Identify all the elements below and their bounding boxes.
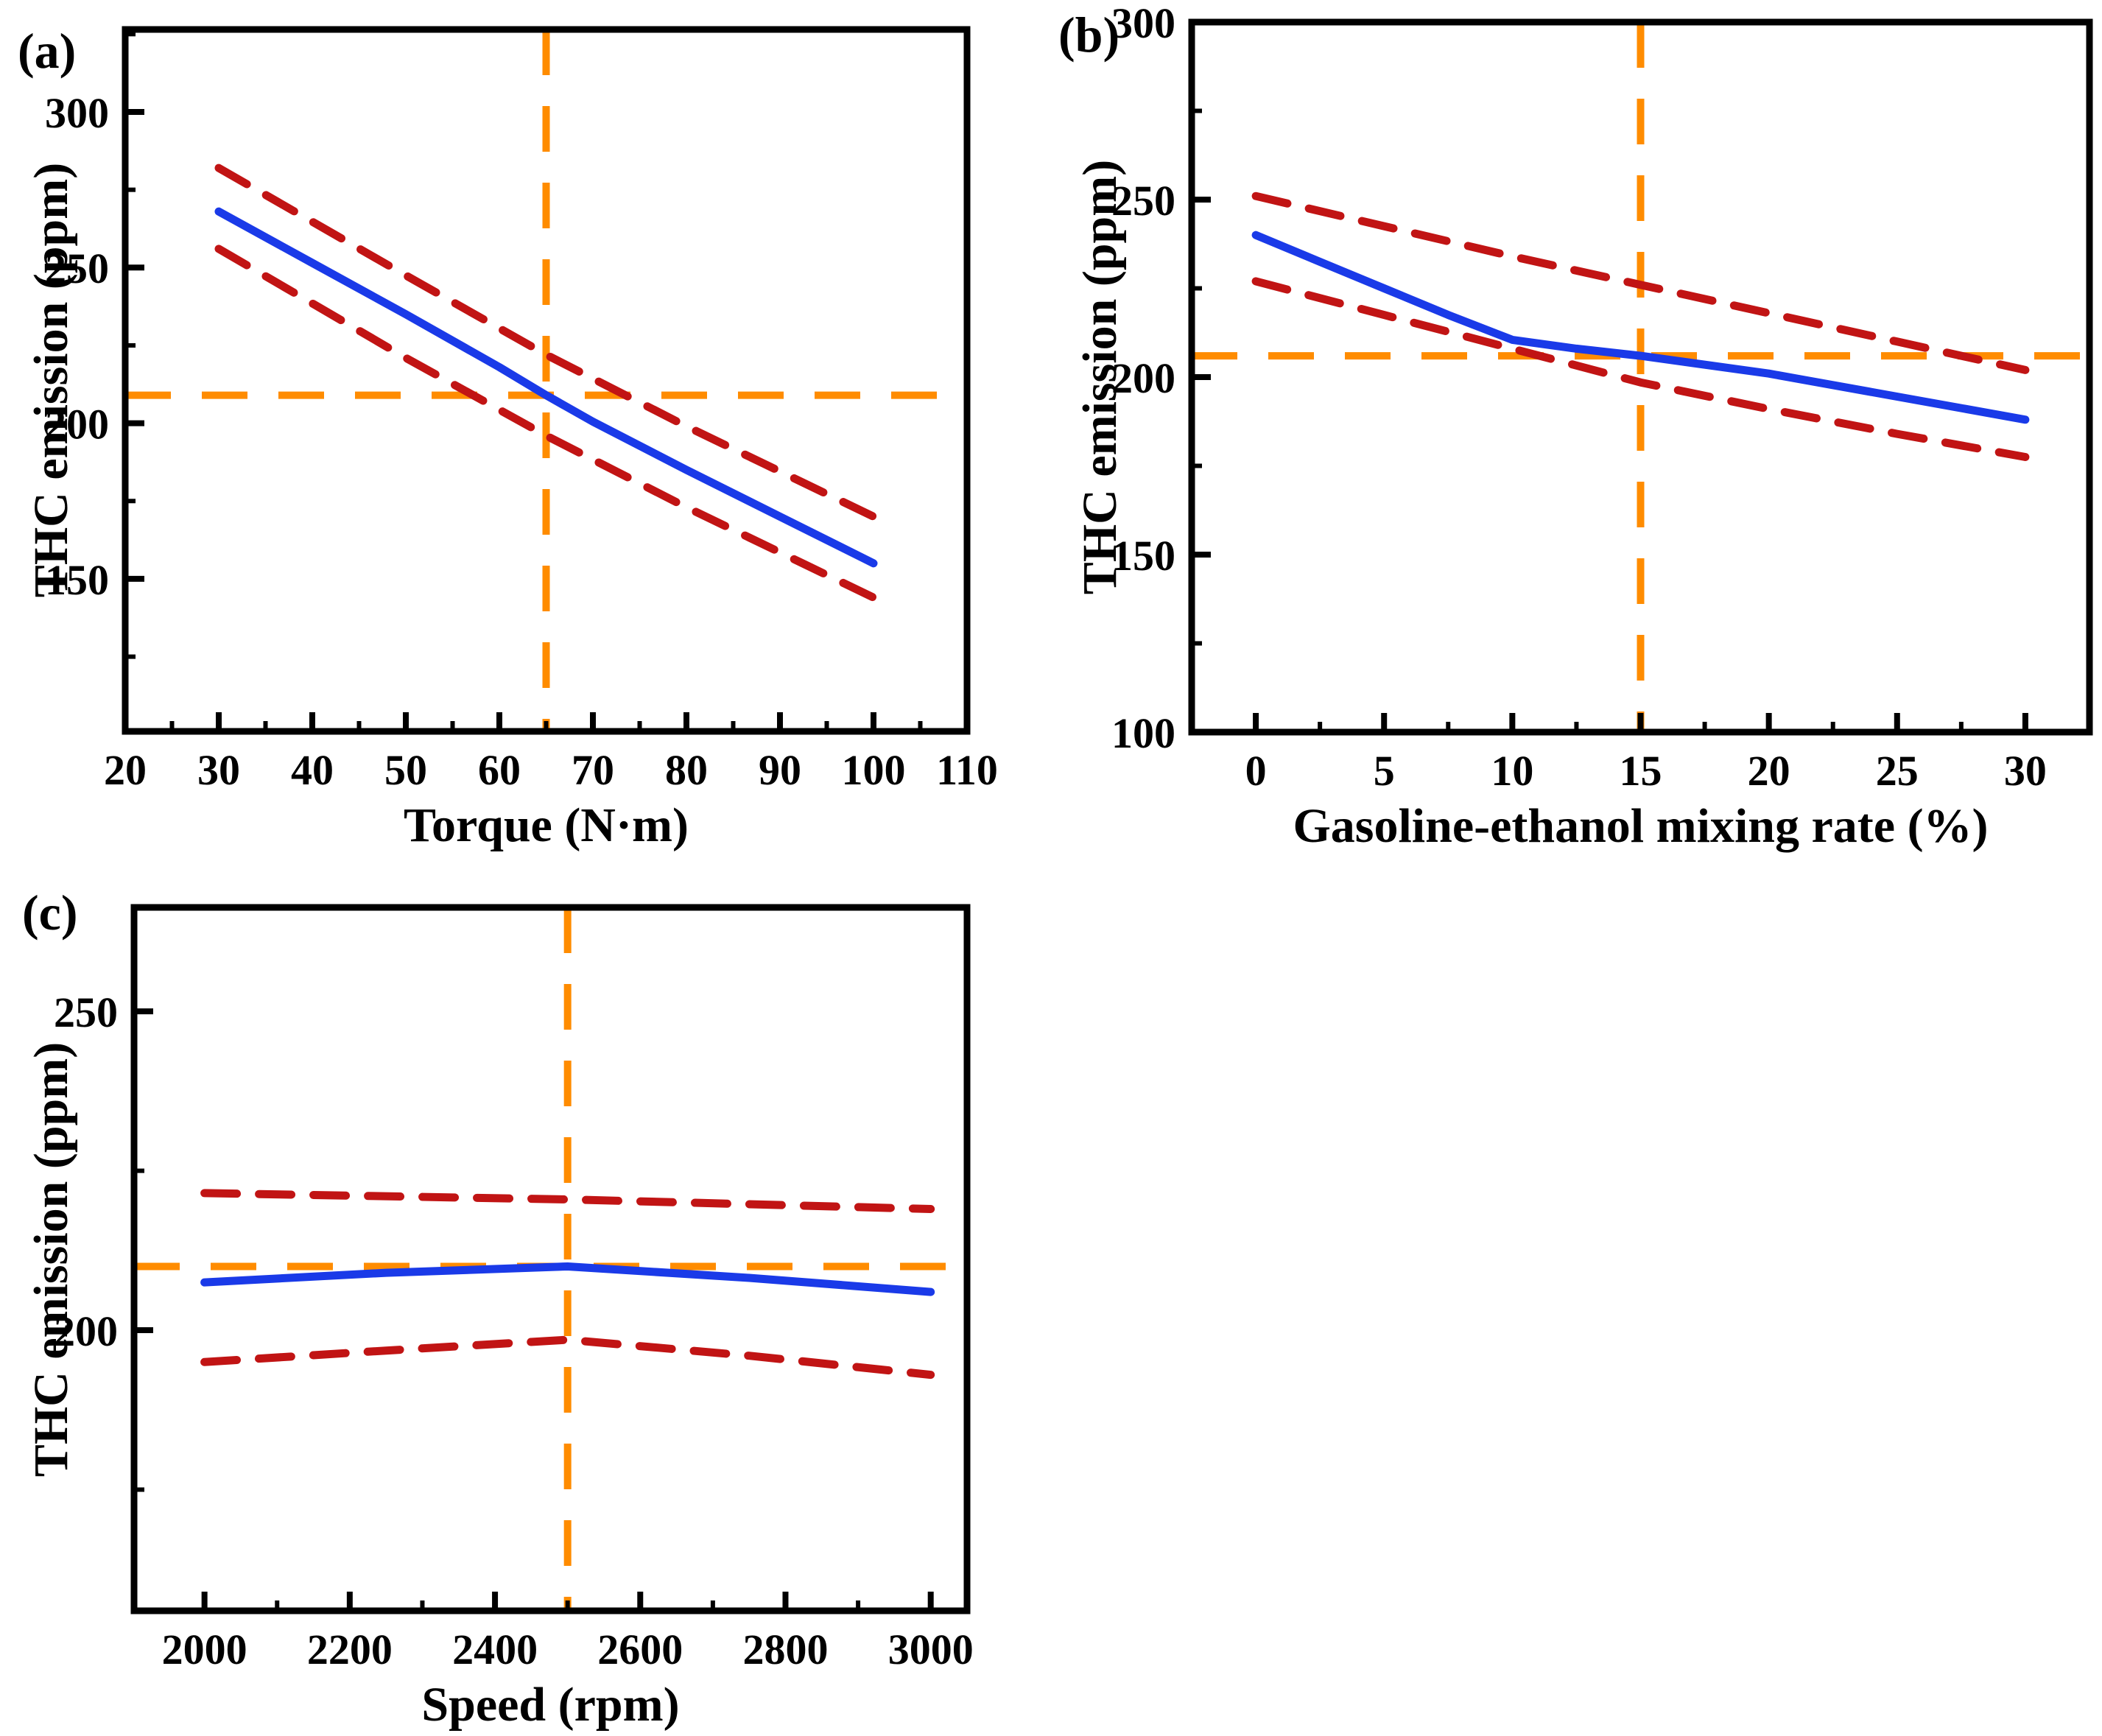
- panel-c-x-tick-label: 3000: [888, 1626, 974, 1673]
- panel-b-y-tick-label: 300: [1111, 0, 1175, 47]
- panel-b-y-tick-label: 250: [1111, 177, 1175, 225]
- panel-a-x-tick-label: 100: [842, 746, 906, 794]
- ylabel-b: THC emission (ppm): [1073, 159, 1127, 595]
- panel-c-y-tick-label: 200: [54, 1307, 118, 1355]
- xlabel-a: Torque (N·m): [404, 798, 689, 852]
- panel-c-predicted-line: [200, 1262, 935, 1296]
- panel-c-axes-box: [130, 904, 971, 1614]
- panel-a-x-tick-label: 40: [291, 746, 334, 794]
- panel-a-x-tick-label: 30: [197, 746, 240, 794]
- panel-b-x-tick-label: 15: [1620, 747, 1662, 795]
- panel-a-y-tick-label: 250: [45, 245, 109, 292]
- panel-a-x-tick-label: 80: [665, 746, 708, 794]
- panel-b: 0 5 10 15 20 25 30 100 150 200 250 300: [1111, 0, 2093, 795]
- ylabel-c: THC emission (ppm): [24, 1041, 78, 1477]
- panel-letter-b: (b): [1058, 7, 1120, 63]
- panel-a-ci-lower-line: [214, 245, 878, 602]
- panel-b-y-tick-label: 100: [1111, 709, 1175, 757]
- panel-a-x-tick-label: 60: [478, 746, 521, 794]
- panel-b-x-tick-label: 0: [1245, 747, 1267, 795]
- panel-b-x-tick-label: 5: [1374, 747, 1395, 795]
- panel-b-ci-lower-line: [1251, 277, 2030, 461]
- panel-c-ci-lower-line: [200, 1335, 935, 1380]
- panel-b-predicted-line: [1251, 231, 2030, 424]
- panel-a-x-tick-label: 50: [384, 746, 427, 794]
- panel-b-x-tick-label: 10: [1491, 747, 1533, 795]
- panel-c-x-tick-label: 2400: [452, 1626, 538, 1673]
- panel-letter-c: (c): [22, 885, 78, 941]
- panel-b-y-tick-label: 200: [1111, 354, 1175, 402]
- xlabel-c: Speed (rpm): [421, 1678, 680, 1732]
- panel-a-x-tick-label: 20: [104, 746, 147, 794]
- panel-a-x-tick-label: 90: [759, 746, 801, 794]
- panel-a-x-tick-label: 70: [572, 746, 614, 794]
- panel-b-x-tick-label: 30: [2004, 747, 2047, 795]
- panel-b-y-tick-label: 150: [1111, 532, 1175, 580]
- panel-c-x-tick-label: 2800: [742, 1626, 828, 1673]
- panel-a: 20 30 40 50 60 70 80 90 100 110 150 200 250 300: [45, 26, 998, 794]
- panel-c-x-tick-label: 2200: [307, 1626, 393, 1673]
- panel-b-ci-upper-line: [1251, 191, 2030, 374]
- panel-c-x-tick-label: 2600: [597, 1626, 683, 1673]
- panel-c-y-tick-label: 250: [54, 988, 118, 1036]
- panel-b-x-tick-label: 25: [1876, 747, 1919, 795]
- ylabel-a: THC emission (ppm): [24, 162, 78, 598]
- panel-a-x-tick-label: 110: [936, 746, 998, 794]
- xlabel-b: Gasoline-ethanol mixing rate (%): [1293, 799, 1989, 853]
- panel-c-x-tick-label: 2000: [162, 1626, 247, 1673]
- panel-a-y-tick-label: 150: [45, 556, 109, 604]
- panel-a-predicted-line: [214, 207, 878, 568]
- panel-a-y-tick-label: 200: [45, 400, 109, 448]
- panel-b-x-tick-label: 20: [1748, 747, 1790, 795]
- panel-c: 2000 2200 2400 2600 2800 3000 200 250: [54, 904, 974, 1673]
- panel-a-ci-upper-line: [214, 164, 878, 521]
- panel-letter-a: (a): [18, 23, 77, 79]
- panel-c-ci-upper-line: [200, 1189, 935, 1213]
- panel-a-y-tick-label: 300: [45, 89, 109, 137]
